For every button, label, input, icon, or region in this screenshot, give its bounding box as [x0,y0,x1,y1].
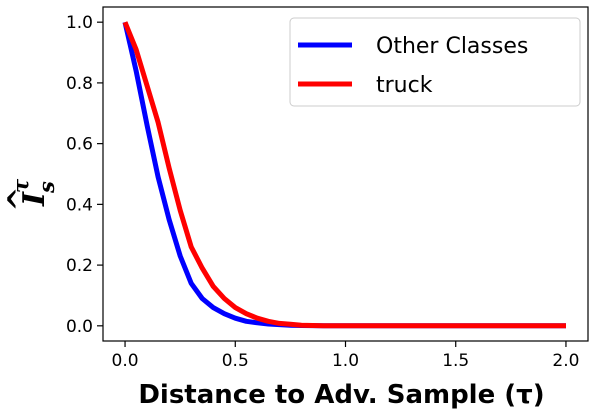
y-axis-label-hat: ^ [2,186,37,211]
x-tick-label: 1.0 [332,351,359,371]
legend-box [289,17,581,107]
y-axis-label-sup: τ [8,178,33,193]
legend-label-0: Other Classes [376,34,528,59]
y-axis-label-sub: s [34,181,59,194]
y-axis-label: ^ I τ s [2,178,59,212]
y-tick-label: 0.0 [66,317,93,337]
y-tick-label: 1.0 [66,13,93,33]
y-tick-label: 0.2 [66,256,93,276]
x-tick-label: 2.0 [552,351,579,371]
y-tick-label: 0.4 [66,195,93,215]
x-tick-label: 1.5 [442,351,469,371]
legend-label-1: truck [376,73,433,98]
y-axis-label-base: I [17,191,52,207]
series-lines [122,21,566,329]
series-line-1 [122,21,566,329]
x-tick-label: 0.0 [112,351,139,371]
y-tick-label: 0.8 [66,74,93,94]
x-axis-label: Distance to Adv. Sample (τ) [138,380,544,410]
y-tick-label: 0.6 [66,135,93,155]
axis-ticks: 0.0 0.5 1.0 1.5 2.0 0.0 0.2 0.4 0.6 0.8 1.0 [66,13,580,371]
x-tick-label: 0.5 [222,351,249,371]
legend: Other Classes truck [289,17,581,107]
